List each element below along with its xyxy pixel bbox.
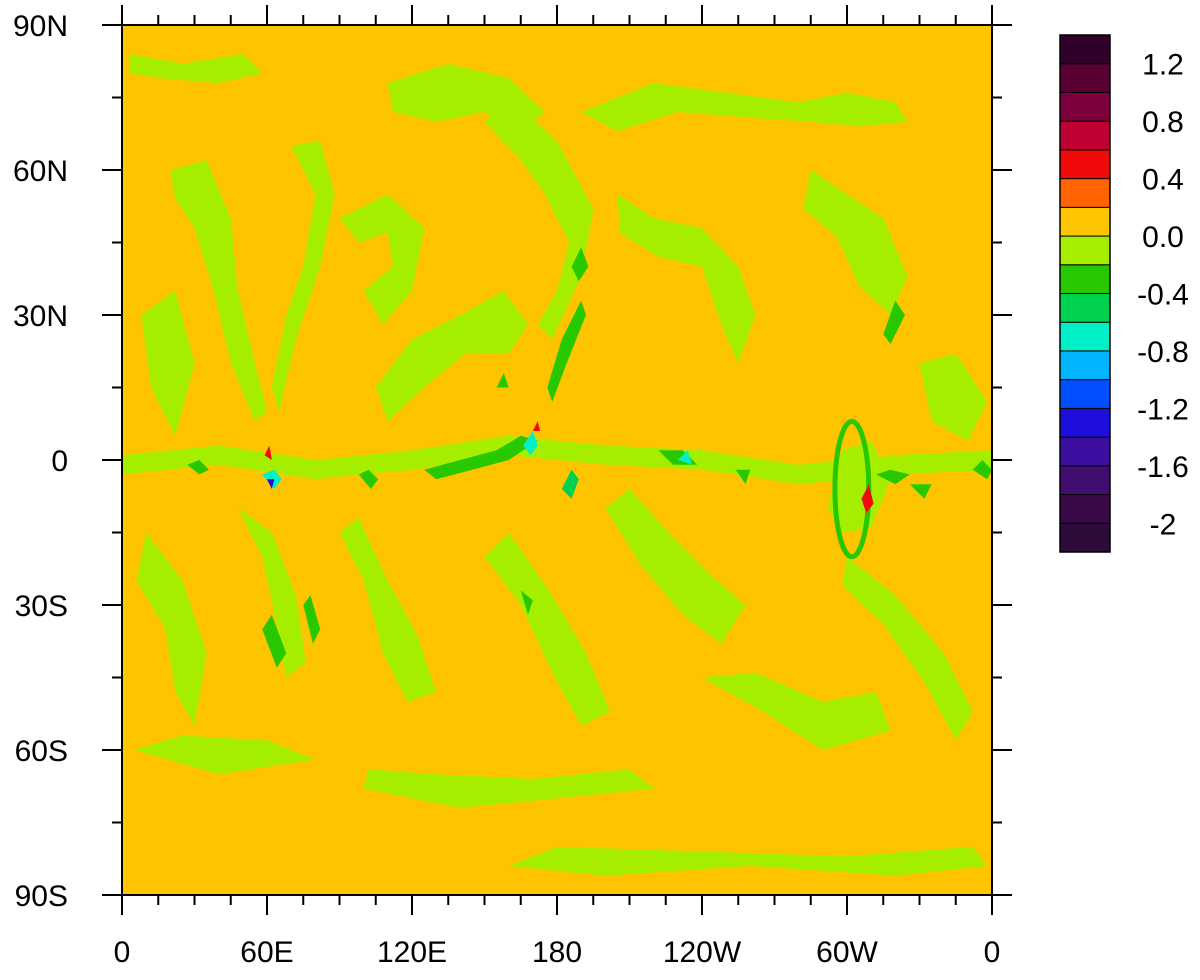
colorbar-swatch — [1059, 63, 1111, 93]
strong-anomaly-16 — [883, 300, 905, 344]
colorbar-label: -1.6 — [1137, 451, 1189, 484]
x-axis: 0 60E 120E 180 120W 60W 0 — [114, 5, 1001, 969]
strong-anomaly-0 — [187, 460, 209, 475]
colorbar-swatch — [1059, 91, 1111, 122]
anomaly-band-4 — [271, 141, 335, 412]
colorbar-label: -0.4 — [1137, 279, 1189, 312]
colorbar-frame — [1059, 34, 1111, 553]
map-features — [122, 54, 992, 876]
anomaly-band-5 — [339, 194, 425, 325]
colorbar-swatch — [1059, 293, 1111, 323]
colorbar-swatch — [1059, 120, 1111, 151]
strong-anomaly-4 — [424, 435, 538, 480]
colorbar-swatch — [1059, 235, 1111, 266]
strong-anomaly-2 — [267, 479, 275, 489]
y-tick-label: 60S — [15, 735, 68, 768]
strong-anomaly-11 — [677, 450, 693, 465]
anomaly-band-19 — [134, 735, 316, 775]
anomaly-band-15 — [484, 532, 611, 726]
x-tick-label: 0 — [984, 936, 1001, 969]
colorbar-swatch — [1059, 407, 1111, 438]
x-tick-label: 0 — [114, 936, 131, 969]
y-axis: 90N 60N 30N 0 30S 60S 90S — [13, 10, 1012, 913]
colorbar-swatch — [1059, 321, 1111, 352]
strong-anomaly-5 — [523, 431, 538, 456]
x-tick-label: 120W — [663, 936, 742, 969]
colorbar-swatch — [1059, 350, 1111, 381]
anomaly-band-18 — [842, 556, 973, 741]
anomaly-band-16 — [605, 489, 746, 644]
anomaly-band-0 — [129, 54, 263, 83]
anomaly-band-14 — [339, 518, 437, 702]
anomaly-band-9 — [803, 170, 908, 315]
colorbar-label: -0.8 — [1137, 336, 1189, 369]
x-tick-label: 60E — [240, 936, 293, 969]
colorbar-swatch — [1059, 494, 1111, 524]
anomaly-band-7 — [484, 97, 594, 340]
colorbar-swatch — [1059, 465, 1111, 496]
colorbar: -2 -1.6 -1.2 -0.8 -0.4 0.0 0.4 0.8 1.2 — [1059, 34, 1189, 553]
strong-anomaly-19 — [520, 590, 533, 615]
colorbar-swatch — [1059, 522, 1111, 553]
anomaly-band-17 — [702, 672, 891, 750]
anomaly-band-2 — [581, 83, 908, 132]
x-tick-label: 180 — [532, 936, 582, 969]
strong-anomaly-17 — [262, 614, 287, 668]
strong-anomaly-15 — [909, 484, 932, 499]
anomaly-band-8 — [617, 194, 756, 364]
colorbar-swatch — [1059, 264, 1111, 294]
anomaly-band-22 — [122, 435, 992, 485]
strong-anomaly-6 — [532, 421, 541, 431]
anomaly-band-23 — [827, 440, 891, 533]
colorbar-label: 0.4 — [1142, 164, 1184, 197]
y-tick-label: 90S — [15, 880, 68, 913]
y-tick-label: 30N — [13, 300, 68, 333]
strong-anomaly-14 — [876, 469, 910, 485]
strong-anomaly-20 — [496, 373, 509, 388]
anomaly-band-12 — [136, 532, 207, 726]
strong-anomaly-18 — [303, 595, 321, 644]
anomaly-band-20 — [363, 769, 654, 808]
colorbar-swatch — [1059, 206, 1111, 237]
x-tick-label: 60W — [816, 936, 878, 969]
colorbar-swatch — [1059, 149, 1111, 180]
colorbar-label: -1.2 — [1137, 393, 1189, 426]
colorbar-swatch — [1059, 436, 1111, 467]
anomaly-band-21 — [508, 846, 988, 876]
colorbar-swatch — [1059, 178, 1111, 208]
map-panel: 0 60E 120E 180 120W 60W 0 90N 60N 30N 0 30S 60S 90S — [13, 5, 1012, 969]
colorbar-label: 0.8 — [1142, 106, 1184, 139]
anomaly-band-10 — [141, 290, 195, 436]
strong-anomaly-13 — [861, 484, 874, 514]
anomaly-band-3 — [170, 160, 267, 422]
strong-anomaly-3 — [358, 469, 379, 489]
strong-anomaly-21 — [264, 445, 272, 460]
anomaly-band-11 — [919, 353, 988, 441]
x-tick-label: 120E — [377, 936, 447, 969]
anomaly-band-6 — [375, 290, 528, 422]
colorbar-label: 1.2 — [1142, 49, 1184, 82]
y-tick-label: 30S — [15, 590, 68, 623]
strong-anomaly-7 — [561, 469, 579, 499]
strong-anomaly-8 — [547, 300, 586, 402]
anomaly-band-13 — [238, 508, 306, 678]
colorbar-swatch — [1059, 34, 1111, 65]
strong-anomaly-22 — [972, 460, 992, 480]
colorbar-label: -2 — [1150, 508, 1177, 541]
strong-anomaly-12 — [735, 469, 751, 485]
colorbar-label: 0.0 — [1142, 221, 1184, 254]
colorbar-swatch — [1059, 379, 1111, 409]
y-tick-label: 90N — [13, 10, 68, 43]
y-tick-label: 0 — [51, 445, 68, 478]
y-tick-label: 60N — [13, 155, 68, 188]
strong-anomaly-9 — [571, 247, 589, 282]
